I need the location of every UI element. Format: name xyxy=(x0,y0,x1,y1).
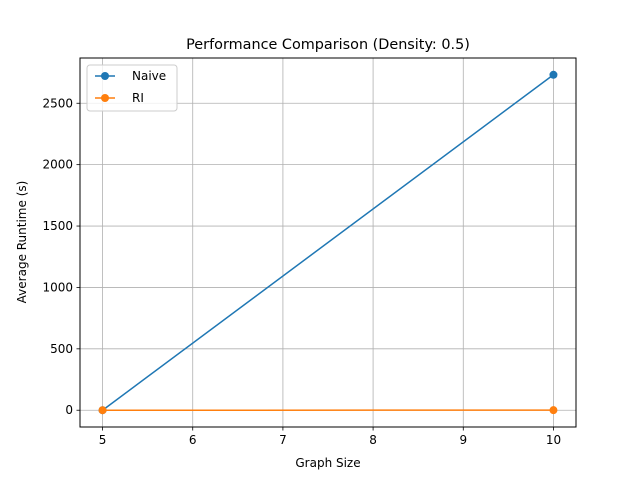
axis-ticks: 5 6 7 8 9 10 0 500 1000 1500 2000 2500 xyxy=(42,96,561,447)
y-tick-label: 2000 xyxy=(42,158,73,172)
x-axis-label: Graph Size xyxy=(295,456,360,470)
plot-frame xyxy=(79,57,577,428)
y-tick-label: 500 xyxy=(50,342,73,356)
legend-label-naive: Naive xyxy=(132,69,166,83)
data-point-ri xyxy=(98,406,107,415)
legend-marker-naive xyxy=(101,72,109,80)
legend: Naive RI xyxy=(86,64,178,112)
data-point-ri xyxy=(549,406,558,415)
x-tick-label: 8 xyxy=(369,433,377,447)
y-tick-label: 1000 xyxy=(42,280,73,294)
x-tick-label: 5 xyxy=(99,433,107,447)
series-line-naive xyxy=(102,74,554,411)
x-tick-label: 6 xyxy=(189,433,197,447)
x-tick-label: 7 xyxy=(279,433,287,447)
y-tick-label: 2500 xyxy=(42,96,73,110)
series-layer xyxy=(98,70,558,415)
x-tick-label: 9 xyxy=(459,433,467,447)
data-point-naive xyxy=(549,70,558,79)
x-tick-label: 10 xyxy=(546,433,561,447)
grid-lines xyxy=(80,58,576,427)
legend-label-ri: RI xyxy=(132,91,144,105)
y-axis-label: Average Runtime (s) xyxy=(15,181,29,304)
legend-marker-ri xyxy=(101,94,109,102)
y-tick-label: 0 xyxy=(65,403,73,417)
chart-title: Performance Comparison (Density: 0.5) xyxy=(186,37,470,53)
y-tick-label: 1500 xyxy=(42,219,73,233)
